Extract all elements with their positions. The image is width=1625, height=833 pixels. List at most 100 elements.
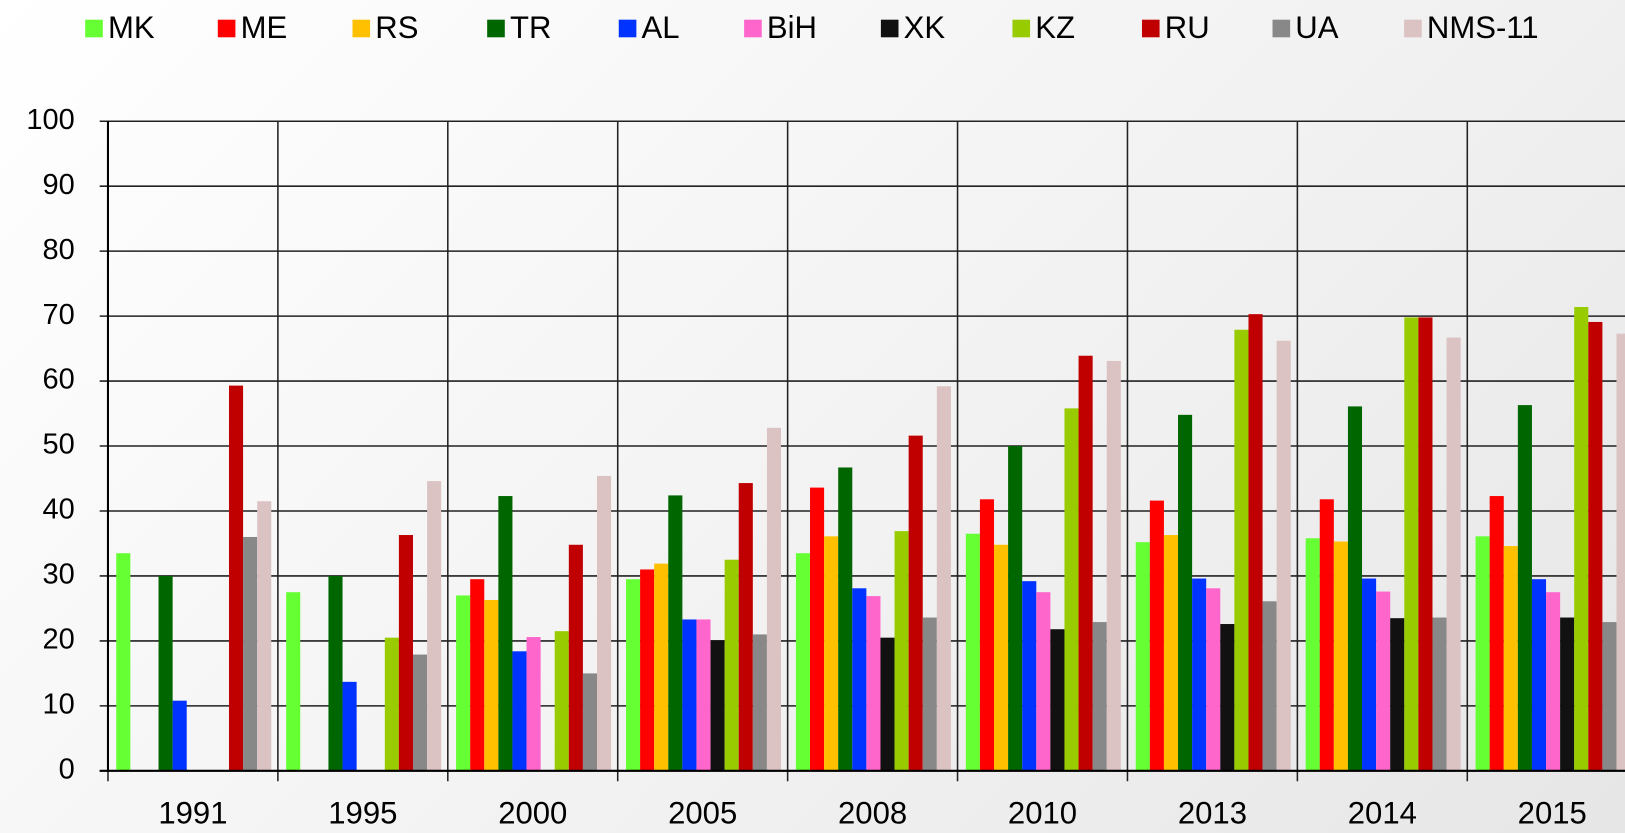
legend-swatch	[1404, 19, 1422, 38]
bar	[994, 544, 1009, 771]
y-tick-label: 80	[43, 234, 75, 266]
y-tick-label: 30	[43, 559, 75, 591]
bar	[1092, 622, 1107, 771]
y-tick-label: 0	[59, 753, 75, 785]
legend-swatch	[618, 19, 637, 38]
bar	[810, 487, 825, 771]
bar	[724, 559, 739, 771]
bar	[1574, 307, 1589, 771]
legend-label: BiH	[767, 10, 817, 45]
bar	[936, 386, 951, 771]
bar	[484, 599, 499, 771]
bar	[766, 427, 782, 771]
bar	[1616, 333, 1625, 771]
legend-label: TR	[510, 10, 551, 45]
legend-label: KZ	[1035, 10, 1075, 45]
bar	[1475, 536, 1490, 771]
bar	[738, 483, 753, 771]
bar	[1248, 314, 1263, 771]
bar	[172, 700, 187, 771]
bar	[1106, 360, 1121, 771]
legend-label: RU	[1165, 10, 1210, 45]
bar	[1390, 618, 1405, 771]
bar	[1262, 601, 1277, 771]
bar	[342, 681, 357, 771]
legend-label: XK	[904, 10, 946, 45]
x-tick-label: 1995	[328, 796, 397, 831]
x-tick-label: 2013	[1178, 796, 1247, 831]
bar	[1305, 538, 1320, 771]
x-tick-label: 2015	[1518, 796, 1587, 831]
bar	[640, 569, 655, 771]
bar	[710, 640, 725, 771]
bar	[852, 588, 867, 771]
bar	[1517, 405, 1532, 771]
bar	[158, 575, 173, 771]
bar	[1362, 578, 1377, 771]
bar	[1206, 588, 1221, 771]
x-tick-label: 2014	[1348, 796, 1417, 831]
y-tick-label: 20	[43, 624, 75, 656]
x-tick-label: 2000	[498, 796, 567, 831]
y-tick-label: 100	[26, 104, 74, 136]
bar	[1503, 546, 1518, 771]
bar	[1446, 337, 1461, 771]
x-tick-label: 2010	[1008, 796, 1077, 831]
legend-swatch	[1012, 19, 1031, 38]
bar	[512, 651, 527, 771]
bar	[427, 481, 442, 771]
bar	[1064, 408, 1079, 771]
bar	[1602, 622, 1617, 771]
legend-label: MK	[108, 10, 155, 45]
bar	[880, 637, 895, 771]
bar	[1404, 317, 1419, 771]
legend-label: AL	[642, 10, 680, 45]
y-tick-label: 40	[43, 494, 75, 526]
bar	[965, 533, 980, 771]
y-tick-label: 50	[43, 429, 75, 461]
bar	[1319, 499, 1334, 771]
bar	[1234, 329, 1249, 771]
legend-swatch	[217, 19, 236, 38]
bar	[824, 536, 839, 771]
y-tick-label: 70	[43, 299, 75, 331]
bar	[838, 467, 853, 771]
bar	[795, 553, 811, 771]
bar	[908, 435, 923, 771]
bar	[1588, 321, 1603, 771]
bar	[568, 544, 583, 771]
bar	[412, 654, 428, 771]
legend-swatch	[85, 19, 103, 38]
bar	[286, 592, 301, 771]
legend-swatch	[352, 19, 371, 38]
bar	[752, 634, 767, 771]
legend-swatch	[1141, 19, 1160, 38]
bar	[257, 501, 272, 771]
bar	[626, 579, 641, 771]
bar	[979, 499, 995, 771]
bar	[1149, 500, 1164, 771]
bar	[1276, 340, 1291, 771]
bar	[894, 531, 909, 771]
bar	[1418, 317, 1433, 771]
bar	[1178, 414, 1193, 771]
bar	[1560, 617, 1575, 771]
bar	[1078, 355, 1093, 771]
bar	[1489, 496, 1504, 771]
bar	[328, 575, 343, 771]
bar	[1008, 446, 1023, 771]
bar	[596, 475, 612, 771]
x-tick-label: 1991	[158, 796, 227, 831]
y-tick-label: 10	[43, 689, 75, 721]
bar	[498, 496, 513, 771]
legend-label: ME	[241, 10, 288, 45]
legend-label: RS	[375, 10, 418, 45]
bar	[682, 619, 697, 771]
x-tick-label: 2005	[668, 796, 737, 831]
bar	[1192, 578, 1207, 771]
bar	[668, 495, 683, 771]
legend-swatch	[744, 19, 762, 38]
x-tick-label: 2008	[838, 796, 907, 831]
